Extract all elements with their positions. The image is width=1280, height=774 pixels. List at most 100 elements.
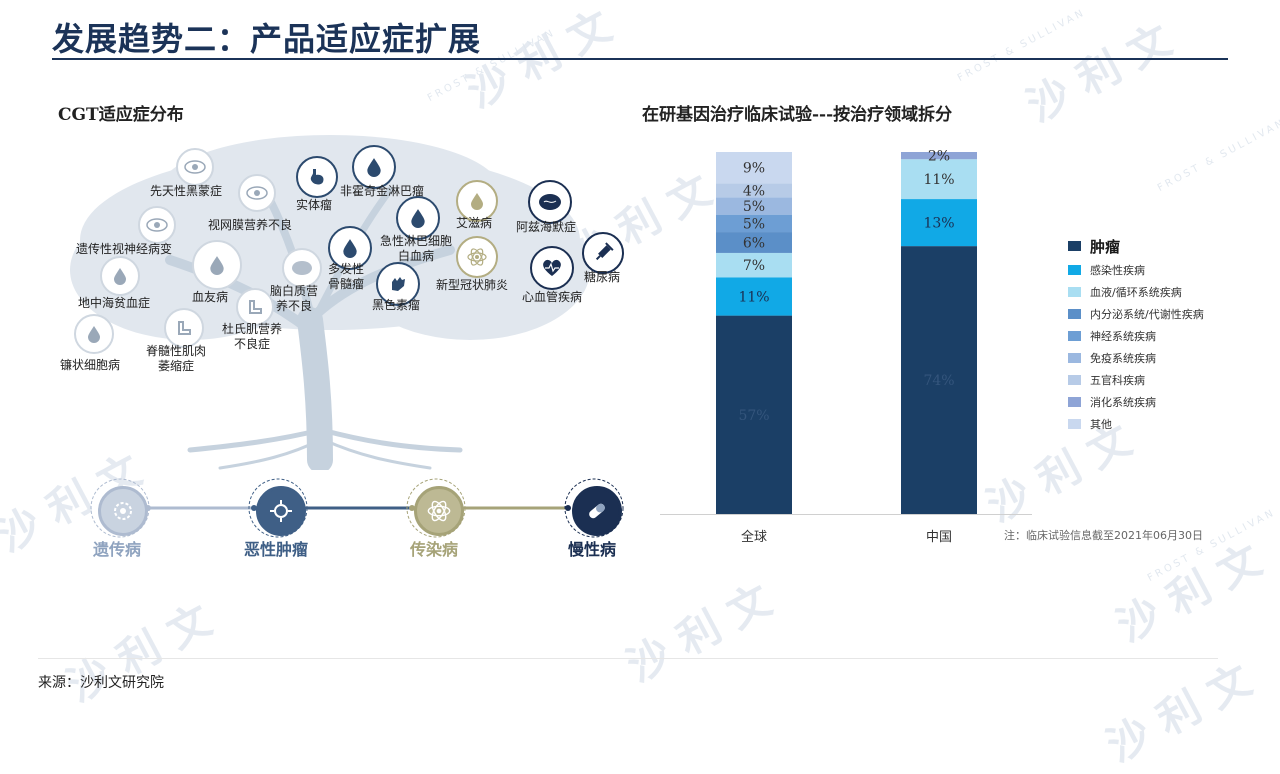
blood-drop-icon (100, 256, 140, 296)
category-label-chronic: 慢性病 (568, 540, 617, 559)
category-label-genetic: 遗传病 (93, 540, 142, 559)
bar-segment (716, 152, 792, 184)
source-note: 来源：沙利文研究院 (38, 675, 164, 691)
legend-label: 感染性疾病 (1090, 264, 1145, 277)
data-label: 57% (738, 408, 769, 424)
disease-label: 心血管疾病 (522, 290, 583, 304)
legend-swatch (1068, 419, 1081, 429)
blood-drop-icon (396, 196, 440, 240)
data-label: 13% (923, 216, 954, 232)
disease-label: 脑白质营 养不良 (270, 284, 319, 313)
blood-drop-icon (192, 240, 242, 290)
category-label-tumor: 恶性肿瘤 (244, 540, 309, 559)
watermark: 沙 利 文 (1098, 655, 1260, 772)
stomach-icon (296, 156, 338, 198)
data-label: 6% (743, 236, 765, 252)
legend-swatch (1068, 397, 1081, 407)
brain-icon (282, 248, 322, 288)
footer-rule (38, 658, 1218, 659)
eye-icon (138, 206, 176, 244)
disease-label: 阿兹海默症 (516, 220, 577, 234)
bar-segment (901, 152, 977, 160)
data-label: 4% (743, 183, 765, 199)
bar-segment (716, 315, 792, 514)
disease-label: 新型冠状肺炎 (436, 278, 509, 292)
disease-label: 脊髓性肌肉 萎缩症 (146, 344, 207, 373)
legend-swatch (1068, 241, 1081, 251)
legend-swatch (1068, 375, 1081, 385)
legend-swatch (1068, 265, 1081, 275)
legend-item: 血液/循环系统疾病 (1068, 284, 1182, 300)
disease-label: 视网膜营养不良 (208, 218, 293, 232)
bar-segment (716, 197, 792, 215)
watermark-small: FROST & SULLIVAN (1155, 116, 1280, 195)
legend-item: 神经系统疾病 (1068, 328, 1156, 344)
legend-item: 五官科疾病 (1068, 372, 1145, 388)
eye-icon (238, 174, 276, 212)
legend-label: 神经系统疾病 (1090, 330, 1156, 343)
bar-segment (901, 159, 977, 200)
bar-segment (716, 232, 792, 253)
virus-icon (256, 486, 306, 536)
left-section-title: CGT适应症分布 (58, 105, 184, 125)
data-label: 11% (738, 289, 769, 305)
blood-drop-icon (352, 145, 396, 189)
disease-label: 实体瘤 (296, 198, 333, 212)
legend-item: 其他 (1068, 416, 1112, 432)
legend-label: 消化系统疾病 (1090, 396, 1156, 409)
legend-swatch (1068, 331, 1081, 341)
muscle-icon (164, 308, 204, 348)
legend-item: 肿瘤 (1068, 237, 1121, 256)
bar-segment (716, 183, 792, 198)
category-label-infectious: 传染病 (410, 540, 459, 559)
disease-label: 艾滋病 (456, 216, 493, 230)
legend-label: 五官科疾病 (1090, 374, 1145, 387)
syringe-icon (582, 232, 624, 274)
legend-label: 内分泌系统/代谢性疾病 (1090, 308, 1204, 321)
disease-label: 血友病 (192, 290, 229, 304)
legend-item: 免疫系统疾病 (1068, 350, 1156, 366)
pill-icon (572, 486, 622, 536)
legend-label: 免疫系统疾病 (1090, 352, 1156, 365)
category-timeline (90, 478, 624, 538)
blood-drop-icon (74, 314, 114, 354)
disease-label: 非霍奇金淋巴瘤 (340, 184, 425, 198)
data-label: 2% (928, 149, 950, 165)
disease-label: 地中海贫血症 (78, 296, 151, 310)
disease-label: 遗传性视神经病变 (76, 242, 173, 256)
bar-segment (716, 252, 792, 278)
page-title: 发展趋势二：产品适应症扩展 (52, 20, 482, 58)
disease-label: 先天性黑蒙症 (150, 184, 223, 198)
data-label: 7% (743, 258, 765, 274)
bar-segment (716, 214, 792, 233)
watermark: 沙 利 文 (618, 575, 780, 692)
bar-segment (901, 246, 977, 514)
bar-segment (716, 277, 792, 316)
data-label: 74% (923, 373, 954, 389)
blood-drop-icon (328, 226, 372, 270)
bar-segment (901, 199, 977, 247)
data-label: 11% (923, 172, 954, 188)
legend-swatch (1068, 353, 1081, 363)
disease-label: 黑色素瘤 (372, 298, 421, 312)
legend-item: 感染性疾病 (1068, 262, 1145, 278)
disease-label: 多发性 骨髓瘤 (328, 262, 365, 291)
chart-title: 在研基因治疗临床试验---按治疗领域拆分 (642, 105, 953, 125)
legend-item: 消化系统疾病 (1068, 394, 1156, 410)
atom-icon (414, 486, 464, 536)
disease-label: 糖尿病 (584, 270, 621, 284)
data-label: 5% (743, 199, 765, 215)
atom-icon (456, 236, 498, 278)
legend-item: 内分泌系统/代谢性疾病 (1068, 306, 1204, 322)
legend-label: 其他 (1090, 418, 1112, 431)
legend-swatch (1068, 309, 1081, 319)
title-rule (52, 58, 1228, 60)
data-label: 9% (743, 161, 765, 177)
legend-label: 肿瘤 (1090, 237, 1121, 256)
chart-note: 注：临床试验信息截至2021年06月30日 (1004, 529, 1203, 542)
x-tick-label: 全球 (741, 529, 767, 545)
watermark: 沙 利 文 (1018, 15, 1180, 132)
disease-label: 杜氏肌营养 不良症 (222, 322, 283, 351)
disease-label: 急性淋巴细胞 白血病 (380, 234, 453, 263)
